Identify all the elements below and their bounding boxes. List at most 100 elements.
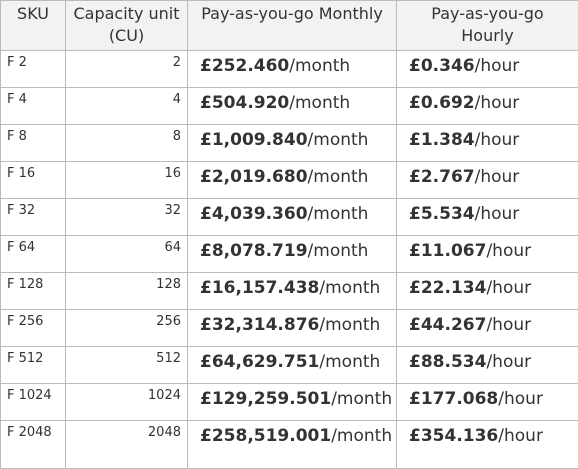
- price-unit: /month: [289, 93, 350, 113]
- price-unit: /hour: [475, 130, 520, 150]
- price-amount: £354.136: [409, 426, 498, 446]
- price-unit: /hour: [486, 352, 531, 372]
- header-cell: Pay-as-you-go Hourly: [397, 1, 578, 51]
- price-unit: /month: [331, 426, 392, 446]
- monthly-price-cell: £252.460/month: [188, 51, 397, 88]
- price-amount: £0.692: [409, 93, 475, 113]
- sku-cell: F 512: [1, 347, 66, 384]
- monthly-price-cell: £258,519.001/month: [188, 421, 397, 469]
- cu-cell: 512: [66, 347, 188, 384]
- price-amount: £177.068: [409, 389, 498, 409]
- price-unit: /hour: [475, 204, 520, 224]
- hourly-price-cell: £1.384/hour: [397, 125, 578, 162]
- sku-cell: F 128: [1, 273, 66, 310]
- price-amount: £1,009.840: [200, 130, 308, 150]
- hourly-price-cell: £44.267/hour: [397, 310, 578, 347]
- sku-cell: F 2048: [1, 421, 66, 469]
- monthly-price-cell: £8,078.719/month: [188, 236, 397, 273]
- price-amount: £1.384: [409, 130, 475, 150]
- monthly-price-cell: £32,314.876/month: [188, 310, 397, 347]
- hourly-price-cell: £5.534/hour: [397, 199, 578, 236]
- hourly-price-cell: £0.692/hour: [397, 88, 578, 125]
- price-unit: /hour: [498, 426, 543, 446]
- price-unit: /hour: [486, 278, 531, 298]
- price-amount: £504.920: [200, 93, 289, 113]
- cu-cell: 128: [66, 273, 188, 310]
- cu-cell: 2048: [66, 421, 188, 469]
- cu-cell: 2: [66, 51, 188, 88]
- hourly-price-cell: £88.534/hour: [397, 347, 578, 384]
- cu-cell: 64: [66, 236, 188, 273]
- price-amount: £16,157.438: [200, 278, 319, 298]
- price-unit: /month: [308, 167, 369, 187]
- price-amount: £88.534: [409, 352, 486, 372]
- price-unit: /month: [308, 241, 369, 261]
- price-unit: /month: [319, 278, 380, 298]
- sku-cell: F 32: [1, 199, 66, 236]
- price-amount: £2,019.680: [200, 167, 308, 187]
- sku-cell: F 8: [1, 125, 66, 162]
- price-amount: £4,039.360: [200, 204, 308, 224]
- sku-cell: F 256: [1, 310, 66, 347]
- price-unit: /month: [308, 204, 369, 224]
- price-amount: £22.134: [409, 278, 486, 298]
- price-amount: £11.067: [409, 241, 486, 261]
- hourly-price-cell: £2.767/hour: [397, 162, 578, 199]
- sku-cell: F 2: [1, 51, 66, 88]
- monthly-price-cell: £504.920/month: [188, 88, 397, 125]
- price-amount: £8,078.719: [200, 241, 308, 261]
- cu-cell: 8: [66, 125, 188, 162]
- price-amount: £5.534: [409, 204, 475, 224]
- monthly-price-cell: £16,157.438/month: [188, 273, 397, 310]
- price-amount: £0.346: [409, 56, 475, 76]
- price-amount: £258,519.001: [200, 426, 331, 446]
- sku-cell: F 4: [1, 88, 66, 125]
- cu-cell: 4: [66, 88, 188, 125]
- header-cell: SKU: [1, 1, 66, 51]
- cu-cell: 16: [66, 162, 188, 199]
- monthly-price-cell: £64,629.751/month: [188, 347, 397, 384]
- price-unit: /month: [319, 315, 380, 335]
- hourly-price-cell: £0.346/hour: [397, 51, 578, 88]
- price-unit: /month: [289, 56, 350, 76]
- price-amount: £44.267: [409, 315, 486, 335]
- price-amount: £252.460: [200, 56, 289, 76]
- header-row: SKU Capacity unit (CU) Pay-as-you-go Mon…: [1, 1, 578, 51]
- price-amount: £32,314.876: [200, 315, 319, 335]
- monthly-price-cell: £1,009.840/month: [188, 125, 397, 162]
- sku-cell: F 64: [1, 236, 66, 273]
- hourly-price-cell: £22.134/hour: [397, 273, 578, 310]
- sku-cell: F 16: [1, 162, 66, 199]
- price-unit: /month: [308, 130, 369, 150]
- cu-cell: 256: [66, 310, 188, 347]
- price-unit: /hour: [475, 56, 520, 76]
- price-unit: /month: [319, 352, 380, 372]
- hourly-price-cell: £354.136/hour: [397, 421, 578, 469]
- hourly-price-cell: £11.067/hour: [397, 236, 578, 273]
- cu-cell: 32: [66, 199, 188, 236]
- table-head: SKU Capacity unit (CU) Pay-as-you-go Mon…: [1, 1, 578, 51]
- page: SKU Capacity unit (CU) Pay-as-you-go Mon…: [0, 0, 578, 415]
- price-unit: /hour: [486, 315, 531, 335]
- price-unit: /hour: [475, 93, 520, 113]
- price-amount: £64,629.751: [200, 352, 319, 372]
- price-unit: /hour: [498, 389, 543, 409]
- monthly-price-cell: £2,019.680/month: [188, 162, 397, 199]
- header-cell: Pay-as-you-go Monthly: [188, 1, 397, 51]
- price-amount: £2.767: [409, 167, 475, 187]
- price-unit: /hour: [475, 167, 520, 187]
- price-unit: /month: [331, 389, 392, 409]
- price-unit: /hour: [486, 241, 531, 261]
